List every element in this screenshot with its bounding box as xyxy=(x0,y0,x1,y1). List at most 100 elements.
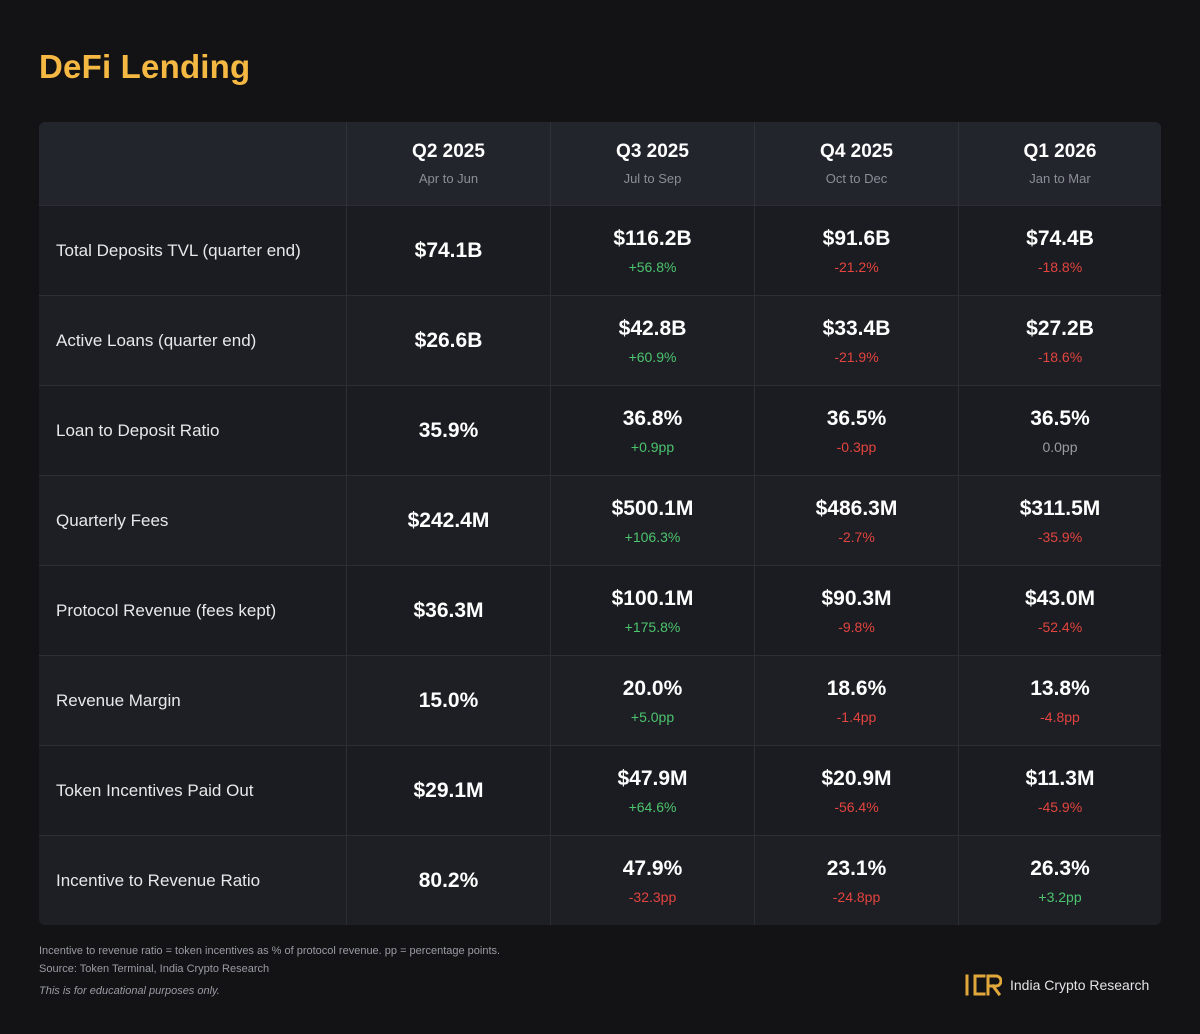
value-cell: $91.6B -21.2% xyxy=(754,206,958,295)
value-cell: 36.5% -0.3pp xyxy=(754,386,958,475)
brand-name: India Crypto Research xyxy=(1010,977,1150,993)
table-row: Revenue Margin 15.0% 20.0% +5.0pp 18.6% -1.4p… xyxy=(39,655,1161,745)
value-cell: 13.8% -4.8pp xyxy=(958,656,1161,745)
table-row: Loan to Deposit Ratio 35.9% 36.8% +0.9pp 36.… xyxy=(39,385,1161,475)
value-cell: $90.3M -9.8% xyxy=(754,566,958,655)
quarter-range: Jan to Mar xyxy=(1029,171,1091,186)
value-cell: $242.4M xyxy=(346,476,550,565)
metric-value: 36.5% xyxy=(826,406,887,430)
change-value: -32.3pp xyxy=(628,888,677,905)
change-value: -52.4% xyxy=(1037,618,1083,635)
column-header: Q2 2025 Apr to Jun xyxy=(346,122,550,205)
metric-label: Quarterly Fees xyxy=(56,510,169,530)
value-cell: 36.8% +0.9pp xyxy=(550,386,754,475)
footnote-disclaimer: This is for educational purposes only. xyxy=(39,985,220,997)
quarter-label: Q3 2025 xyxy=(616,141,689,162)
change-value: -9.8% xyxy=(838,618,875,635)
value-cell: $33.4B -21.9% xyxy=(754,296,958,385)
metric-value: 13.8% xyxy=(1030,676,1090,700)
quarter-range: Oct to Dec xyxy=(825,171,888,186)
table-row: Token Incentives Paid Out $29.1M $47.9M +64… xyxy=(39,745,1161,835)
change-value: -1.4pp xyxy=(836,708,877,725)
metric-value: $100.1M xyxy=(611,586,694,610)
value-cell: $36.3M xyxy=(346,566,550,655)
quarter-label: Q4 2025 xyxy=(820,141,893,162)
table-row: Total Deposits TVL (quarter end) $74.1B $1… xyxy=(39,205,1161,295)
table-body: Total Deposits TVL (quarter end) $74.1B $1… xyxy=(39,205,1161,925)
table-row: Quarterly Fees $242.4M $500.1M +106.3% $486.… xyxy=(39,475,1161,565)
change-value: +60.9% xyxy=(628,348,677,365)
metric-label: Loan to Deposit Ratio xyxy=(56,420,220,440)
metric-value: $33.4B xyxy=(822,316,891,340)
metric-value: 20.0% xyxy=(622,676,683,700)
metric-label: Protocol Revenue (fees kept) xyxy=(56,600,277,620)
metric-value: $116.2B xyxy=(613,226,692,250)
metric-value: $486.3M xyxy=(815,496,898,520)
change-value: +106.3% xyxy=(624,528,681,545)
value-cell: $116.2B +56.8% xyxy=(550,206,754,295)
brand: India Crypto Research xyxy=(964,972,1149,998)
change-value: +5.0pp xyxy=(630,708,675,725)
metric-value: $47.9M xyxy=(617,766,688,790)
metric-value: $500.1M xyxy=(611,496,694,520)
metric-value: $242.4M xyxy=(407,508,490,532)
change-value: -35.9% xyxy=(1037,528,1083,545)
table-row: Protocol Revenue (fees kept) $36.3M $100.1… xyxy=(39,565,1161,655)
value-cell: $486.3M -2.7% xyxy=(754,476,958,565)
table-row: Active Loans (quarter end) $26.6B $42.8B +6… xyxy=(39,295,1161,385)
value-cell: 47.9% -32.3pp xyxy=(550,836,754,925)
change-value: -21.2% xyxy=(834,258,879,275)
change-value: -24.8pp xyxy=(832,888,881,905)
metric-value: $11.3M xyxy=(1025,766,1095,790)
table-row: Incentive to Revenue Ratio 80.2% 47.9% -32.… xyxy=(39,835,1161,925)
value-cell: $311.5M -35.9% xyxy=(958,476,1161,565)
change-value: -18.6% xyxy=(1037,348,1083,365)
metric-value: $20.9M xyxy=(821,766,892,790)
value-cell: $47.9M +64.6% xyxy=(550,746,754,835)
metric-value: $26.6B xyxy=(414,328,483,352)
metric-label: Active Loans (quarter end) xyxy=(56,330,257,350)
metric-value: $43.0M xyxy=(1024,586,1096,610)
change-value: -4.8pp xyxy=(1040,708,1080,725)
value-cell: $26.6B xyxy=(346,296,550,385)
table-header: Q2 2025 Apr to Jun Q3 2025 Jul to Sep Q4… xyxy=(39,122,1161,205)
value-cell: 35.9% xyxy=(346,386,550,475)
change-value: 0.0pp xyxy=(1042,438,1078,455)
value-cell: 15.0% xyxy=(346,656,550,745)
footnote-source: Source: Token Terminal, India Crypto Res… xyxy=(39,963,270,975)
metric-value: $74.4B xyxy=(1026,226,1094,250)
value-cell: $29.1M xyxy=(346,746,550,835)
metric-label: Token Incentives Paid Out xyxy=(56,780,254,800)
metric-value: $311.5M xyxy=(1019,496,1101,520)
change-value: +0.9pp xyxy=(630,438,675,455)
value-cell: $43.0M -52.4% xyxy=(958,566,1161,655)
value-cell: $42.8B +60.9% xyxy=(550,296,754,385)
footnote-definition: Incentive to revenue ratio = token incen… xyxy=(39,945,501,957)
value-cell: 23.1% -24.8pp xyxy=(754,836,958,925)
value-cell: 26.3% +3.2pp xyxy=(958,836,1161,925)
value-cell: 36.5% 0.0pp xyxy=(958,386,1161,475)
metric-value: $42.8B xyxy=(618,316,687,340)
brand-logo-icon xyxy=(965,974,1002,997)
column-header: Q4 2025 Oct to Dec xyxy=(754,122,958,205)
metric-value: $27.2B xyxy=(1026,316,1094,340)
value-cell: $74.4B -18.8% xyxy=(958,206,1161,295)
value-cell: 18.6% -1.4pp xyxy=(754,656,958,745)
quarter-label: Q1 2026 xyxy=(1023,141,1097,162)
change-value: +175.8% xyxy=(624,618,681,635)
column-header: Q1 2026 Jan to Mar xyxy=(958,122,1161,205)
metric-value: $74.1B xyxy=(414,238,483,262)
metric-value: 35.9% xyxy=(418,418,479,442)
metric-value: $90.3M xyxy=(821,586,892,610)
value-cell: $500.1M +106.3% xyxy=(550,476,754,565)
metric-value: $91.6B xyxy=(822,226,891,250)
metric-value: 26.3% xyxy=(1030,856,1090,880)
page-title: DeFi Lending xyxy=(39,48,251,85)
value-cell: 80.2% xyxy=(346,836,550,925)
metric-value: 47.9% xyxy=(622,856,683,880)
quarter-range: Apr to Jun xyxy=(418,171,479,186)
value-cell: $74.1B xyxy=(346,206,550,295)
value-cell: $11.3M -45.9% xyxy=(958,746,1161,835)
change-value: -21.9% xyxy=(834,348,879,365)
value-cell: $27.2B -18.6% xyxy=(958,296,1161,385)
